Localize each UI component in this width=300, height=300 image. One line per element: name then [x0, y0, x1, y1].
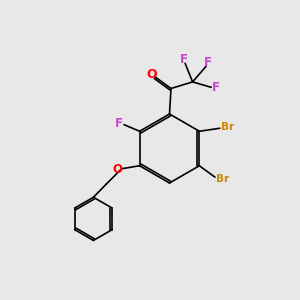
Text: F: F — [204, 56, 212, 69]
Text: O: O — [112, 163, 122, 176]
Text: Br: Br — [221, 122, 234, 132]
Text: F: F — [212, 81, 219, 94]
Text: O: O — [146, 68, 157, 81]
Text: F: F — [115, 117, 123, 130]
Text: F: F — [180, 53, 188, 66]
Text: Br: Br — [216, 174, 229, 184]
